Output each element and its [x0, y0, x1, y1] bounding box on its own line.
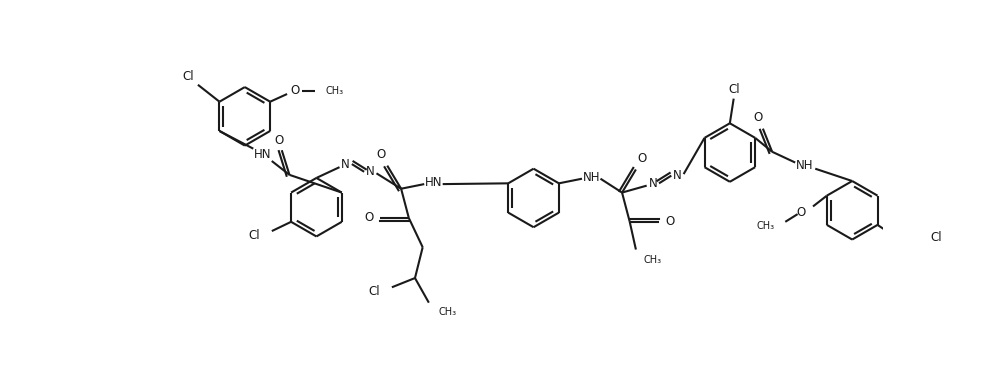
Text: HN: HN — [425, 176, 442, 189]
Text: Cl: Cl — [930, 231, 942, 244]
Text: Cl: Cl — [249, 229, 261, 242]
Text: O: O — [754, 111, 763, 124]
Text: N: N — [366, 165, 375, 178]
Text: NH: NH — [583, 171, 600, 184]
Text: O: O — [377, 148, 386, 162]
Text: O: O — [275, 134, 283, 147]
Text: CH₃: CH₃ — [326, 86, 343, 96]
Text: CH₃: CH₃ — [438, 307, 457, 317]
Text: Cl: Cl — [368, 285, 380, 298]
Text: HN: HN — [254, 148, 272, 162]
Text: Cl: Cl — [183, 70, 195, 83]
Text: O: O — [290, 84, 299, 98]
Text: O: O — [364, 211, 373, 225]
Text: N: N — [341, 158, 350, 171]
Text: CH₃: CH₃ — [757, 221, 774, 231]
Text: O: O — [665, 215, 674, 228]
Text: N: N — [648, 177, 657, 190]
Text: CH₃: CH₃ — [644, 255, 661, 265]
Text: O: O — [796, 206, 805, 219]
Text: N: N — [673, 169, 682, 182]
Text: Cl: Cl — [728, 83, 740, 96]
Text: O: O — [638, 152, 646, 165]
Text: NH: NH — [796, 159, 813, 172]
